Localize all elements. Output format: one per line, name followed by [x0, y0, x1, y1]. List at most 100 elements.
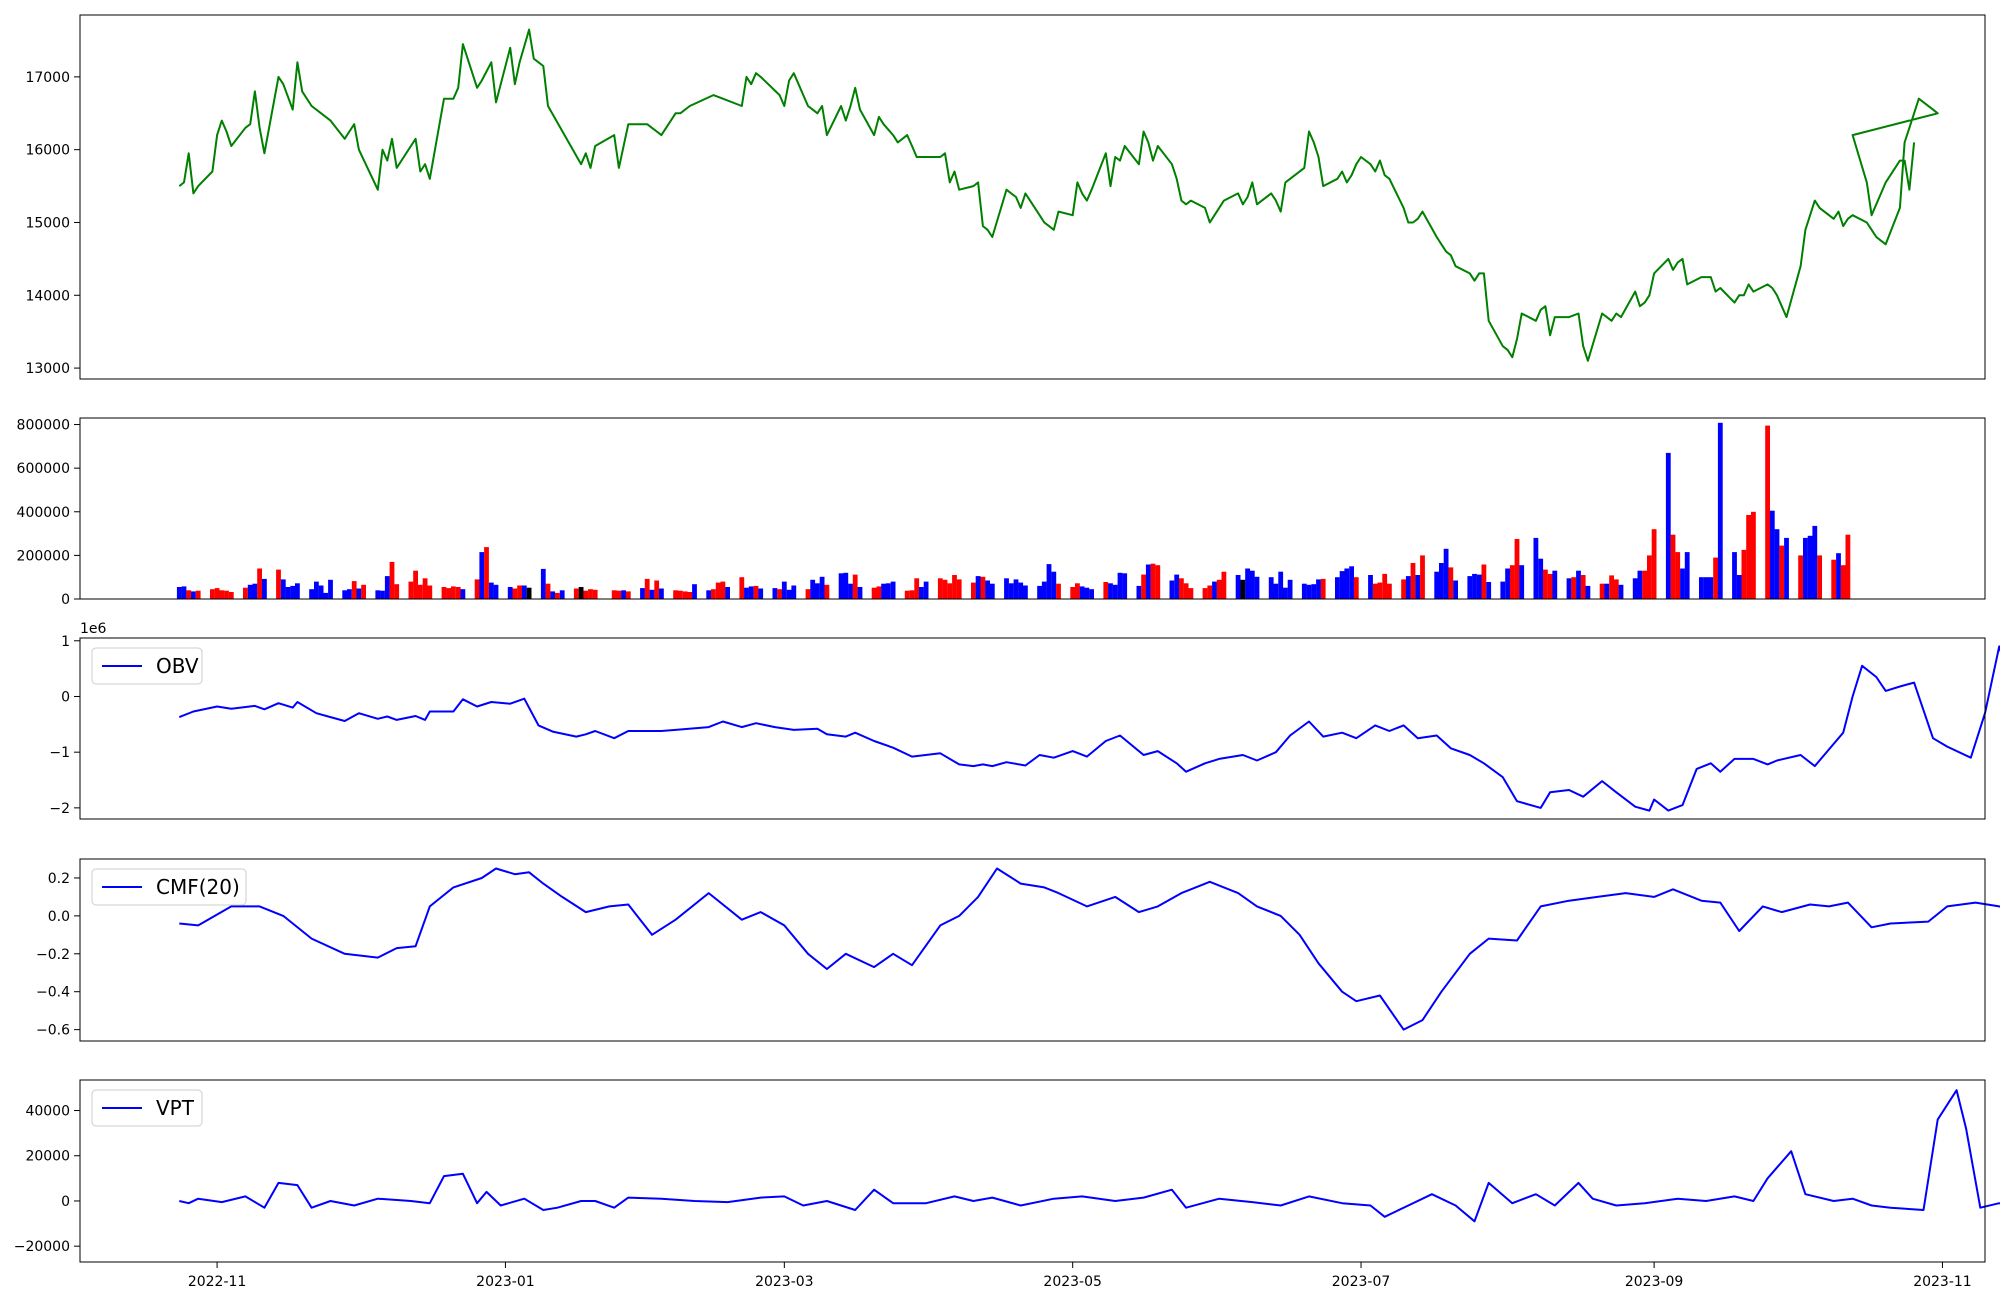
volume-bar [1751, 511, 1756, 599]
volume-bar [1472, 573, 1477, 599]
volume-bar [347, 589, 352, 599]
volume-panel-frame [79, 417, 1986, 600]
obv-legend-box [91, 647, 203, 685]
volume-bar [1273, 583, 1279, 599]
volume-bar [919, 587, 924, 599]
volume-bar [1831, 559, 1837, 599]
cmf-y-tick-label: −0.4 [36, 985, 70, 1001]
volume-bar [1056, 583, 1061, 599]
volume-y-tick-label: 0 [61, 592, 70, 608]
volume-bar [1046, 564, 1052, 599]
volume-bar [1174, 574, 1180, 599]
volume-bar [1112, 584, 1118, 599]
volume-bar [484, 547, 489, 599]
volume-bar [692, 584, 697, 599]
volume-bar [758, 588, 764, 599]
volume-bar [947, 583, 953, 599]
volume-bar [555, 592, 560, 599]
volume-bar [772, 588, 778, 599]
obv-plot [178, 645, 2000, 812]
volume-bar [1420, 555, 1425, 599]
volume-bar [1344, 568, 1350, 599]
volume-bar [1221, 571, 1227, 599]
volume-bar [1415, 575, 1421, 599]
cmf-series-line [179, 867, 2000, 1031]
volume-bar [1665, 452, 1671, 599]
volume-bar [857, 587, 863, 599]
volume-bar [748, 586, 754, 599]
volume-bar [1254, 576, 1260, 599]
price-plot [178, 28, 1939, 362]
volume-bar [1377, 582, 1383, 599]
vpt-y-tick-label: 40000 [25, 1104, 70, 1120]
volume-bar [1145, 564, 1151, 599]
volume-bar [1580, 575, 1586, 599]
volume-bar [1585, 585, 1591, 599]
volume-bar [1188, 588, 1194, 599]
volume-bar [711, 589, 716, 599]
volume-bar [1141, 574, 1146, 599]
volume-bar [1202, 588, 1208, 599]
price-panel: 13000 14000 15000 16000 17000 [25, 14, 1986, 380]
volume-bar [545, 583, 551, 599]
volume-bar [314, 581, 319, 599]
volume-bar [1084, 587, 1090, 599]
volume-bar [219, 590, 225, 599]
volume-bar [540, 568, 546, 599]
volume-bar [1103, 582, 1109, 599]
cmf-y-axis: −0.6 −0.4 −0.2 0.0 0.2 [36, 871, 80, 1039]
volume-bar [1018, 582, 1024, 599]
volume-bar [1505, 568, 1510, 599]
volume-bar [1613, 579, 1619, 599]
cmf-y-tick-label: 0.0 [48, 909, 70, 925]
volume-bar [1216, 579, 1222, 599]
volume-bar [739, 577, 745, 599]
volume-bar [1571, 577, 1577, 599]
volume-bar [578, 587, 584, 599]
volume-y-tick-label: 200000 [17, 548, 70, 564]
volume-bar [975, 576, 981, 599]
volume-bar [247, 584, 253, 599]
volume-bar [1037, 585, 1042, 599]
volume-bar [1353, 577, 1359, 599]
volume-bar [1382, 573, 1388, 599]
volume-bar [909, 590, 915, 599]
volume-bar [512, 588, 518, 599]
volume-bar [1439, 563, 1444, 599]
volume-bar [1150, 563, 1156, 599]
x-tick-label: 2023-11 [1913, 1274, 1972, 1290]
volume-y-tick-label: 800000 [17, 418, 70, 434]
x-tick-label: 2022-11 [188, 1274, 247, 1290]
x-tick-label: 2023-05 [1043, 1274, 1102, 1290]
volume-bar [682, 591, 688, 599]
price-y-tick-label: 17000 [25, 70, 70, 86]
volume-bar [1306, 584, 1312, 599]
volume-bar [937, 578, 943, 599]
volume-bar [1604, 583, 1610, 599]
vpt-y-axis: −20000 0 20000 40000 [14, 1104, 80, 1255]
volume-bar [644, 578, 650, 599]
obv-offset-label: 1e6 [80, 621, 107, 637]
volume-bar [176, 587, 182, 599]
vpt-legend: VPT [91, 1089, 203, 1127]
volume-bar [871, 587, 877, 599]
vpt-plot [179, 1089, 2000, 1223]
volume-bar [1552, 570, 1558, 599]
vpt-panel-frame [79, 1079, 1986, 1263]
volume-bar [1320, 578, 1326, 599]
price-y-tick-label: 16000 [25, 143, 70, 159]
volume-y-tick-label: 600000 [17, 461, 70, 477]
volume-bar [1746, 515, 1751, 599]
volume-bar [309, 589, 314, 599]
volume-bar [1070, 587, 1076, 599]
volume-bar [394, 584, 400, 599]
volume-bar [290, 585, 296, 599]
volume-bar [781, 581, 787, 599]
volume-bar [1637, 570, 1643, 599]
volume-bar [422, 578, 428, 599]
volume-bar [521, 585, 527, 599]
volume-bar [971, 582, 976, 599]
cmf-y-tick-label: 0.2 [48, 871, 70, 887]
price-series-line [178, 28, 1939, 362]
